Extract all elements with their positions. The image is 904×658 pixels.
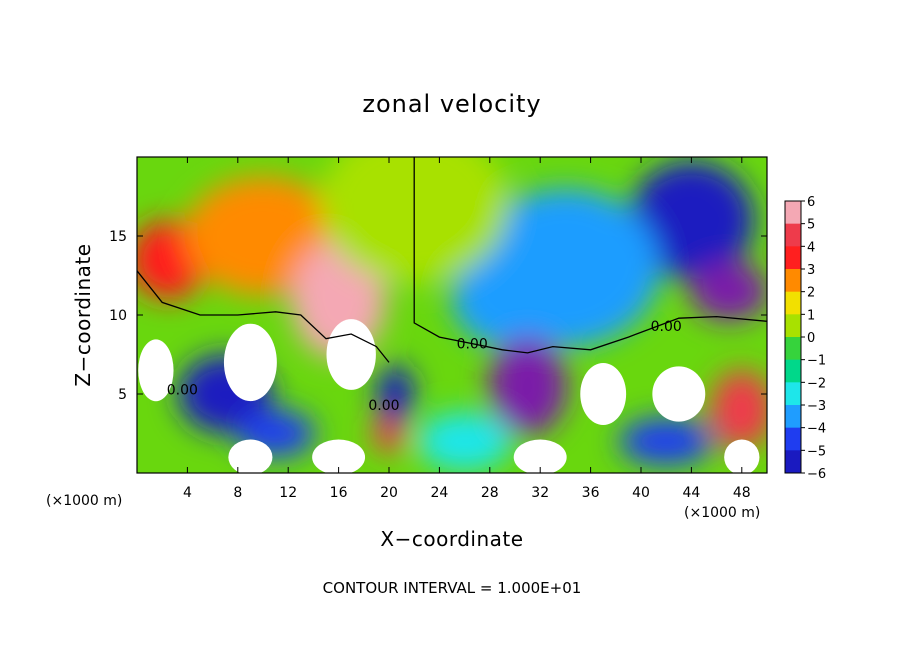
colorbar-label-8: −2	[807, 376, 826, 391]
x-tick-label-16: 16	[330, 485, 348, 501]
field-region-7	[652, 366, 706, 422]
field-region-15	[689, 261, 767, 321]
chart-title: zonal velocity	[362, 90, 541, 118]
colorbar-segment-4	[785, 291, 801, 315]
colorbar-label-9: −3	[807, 399, 826, 414]
colorbar-label-11: −5	[807, 444, 826, 459]
y-axis-label: Z−coordinate	[71, 243, 95, 386]
x-unit-left: (×1000 m)	[46, 493, 122, 509]
x-tick-label-12: 12	[279, 485, 297, 501]
field-region-5	[326, 319, 376, 390]
colorbar-label-12: −6	[807, 467, 826, 482]
colorbar-label-1: 5	[807, 218, 815, 233]
x-unit-right: (×1000 m)	[684, 505, 760, 521]
y-axis: 5 10 15	[109, 229, 767, 403]
colorbar-label-3: 3	[807, 263, 815, 278]
colorbar-label-0: 6	[807, 195, 815, 210]
x-tick-label-24: 24	[430, 485, 448, 501]
colorbar-segment-8	[785, 382, 801, 406]
x-tick-label-32: 32	[531, 485, 549, 501]
plot-area: 0.00 0.00 0.00 0.00	[136, 156, 768, 474]
field-layer	[137, 157, 767, 473]
colorbar-label-5: 1	[807, 308, 815, 323]
colorbar: 6 5 4 3 2 1 0 −1 −2 −3 −4 −5 −6	[784, 195, 826, 482]
x-tick-label-44: 44	[682, 485, 700, 501]
field-region-3	[138, 339, 174, 402]
contour-label-3: 0.00	[368, 398, 399, 414]
field-region-6	[580, 363, 627, 425]
field-region-22	[417, 411, 512, 472]
colorbar-label-2: 4	[807, 240, 815, 255]
contour-interval-note: CONTOUR INTERVAL = 1.000E+01	[323, 579, 582, 597]
colorbar-segment-5	[785, 314, 801, 338]
y-tick-label-10: 10	[109, 308, 127, 324]
field-region-4	[223, 323, 277, 402]
x-tick-label-8: 8	[233, 485, 242, 501]
colorbar-segment-10	[785, 427, 801, 451]
x-tick-label-48: 48	[733, 485, 751, 501]
field-region-21	[376, 364, 415, 424]
field-region-13	[373, 413, 405, 454]
field-region-14	[628, 160, 755, 280]
field-region-18	[488, 336, 567, 436]
x-tick-label-40: 40	[632, 485, 650, 501]
colorbar-label-4: 2	[807, 286, 815, 301]
colorbar-label-6: 0	[807, 331, 815, 346]
colorbar-segment-2	[785, 246, 801, 270]
field-region-12	[724, 439, 760, 473]
x-axis: 4 8 12 16 20 24 28 32 36 40 44 48	[183, 157, 751, 501]
colorbar-label-10: −4	[807, 422, 826, 437]
zero-contour-line-left	[137, 270, 390, 363]
field-region-11	[513, 439, 567, 473]
x-tick-label-28: 28	[481, 485, 499, 501]
x-tick-label-4: 4	[183, 485, 192, 501]
x-tick-label-20: 20	[380, 485, 398, 501]
y-tick-label-5: 5	[118, 387, 127, 403]
zero-contour-line	[413, 157, 767, 354]
colorbar-segment-6	[785, 337, 801, 361]
field-region-8	[710, 370, 767, 450]
colorbar-segment-11	[785, 450, 801, 474]
contour-label-1: 0.00	[457, 336, 488, 352]
colorbar-segment-0	[785, 201, 801, 225]
field-region-9	[228, 439, 273, 473]
x-axis-label: X−coordinate	[380, 527, 523, 551]
colorbar-segment-7	[785, 359, 801, 383]
field-smooth-group	[137, 157, 767, 472]
y-tick-label-15: 15	[109, 229, 127, 245]
field-region-17	[452, 249, 578, 349]
field-region-10	[312, 439, 366, 473]
colorbar-segment-3	[785, 269, 801, 293]
contour-label-0: 0.00	[167, 382, 198, 398]
contour-layer: 0.00 0.00 0.00 0.00	[137, 157, 767, 414]
colorbar-label-7: −1	[807, 354, 826, 369]
colorbar-segment-1	[785, 223, 801, 247]
x-tick-label-36: 36	[582, 485, 600, 501]
contour-label-2: 0.00	[651, 319, 682, 335]
colorbar-segment-9	[785, 405, 801, 429]
field-region-23	[618, 417, 714, 466]
